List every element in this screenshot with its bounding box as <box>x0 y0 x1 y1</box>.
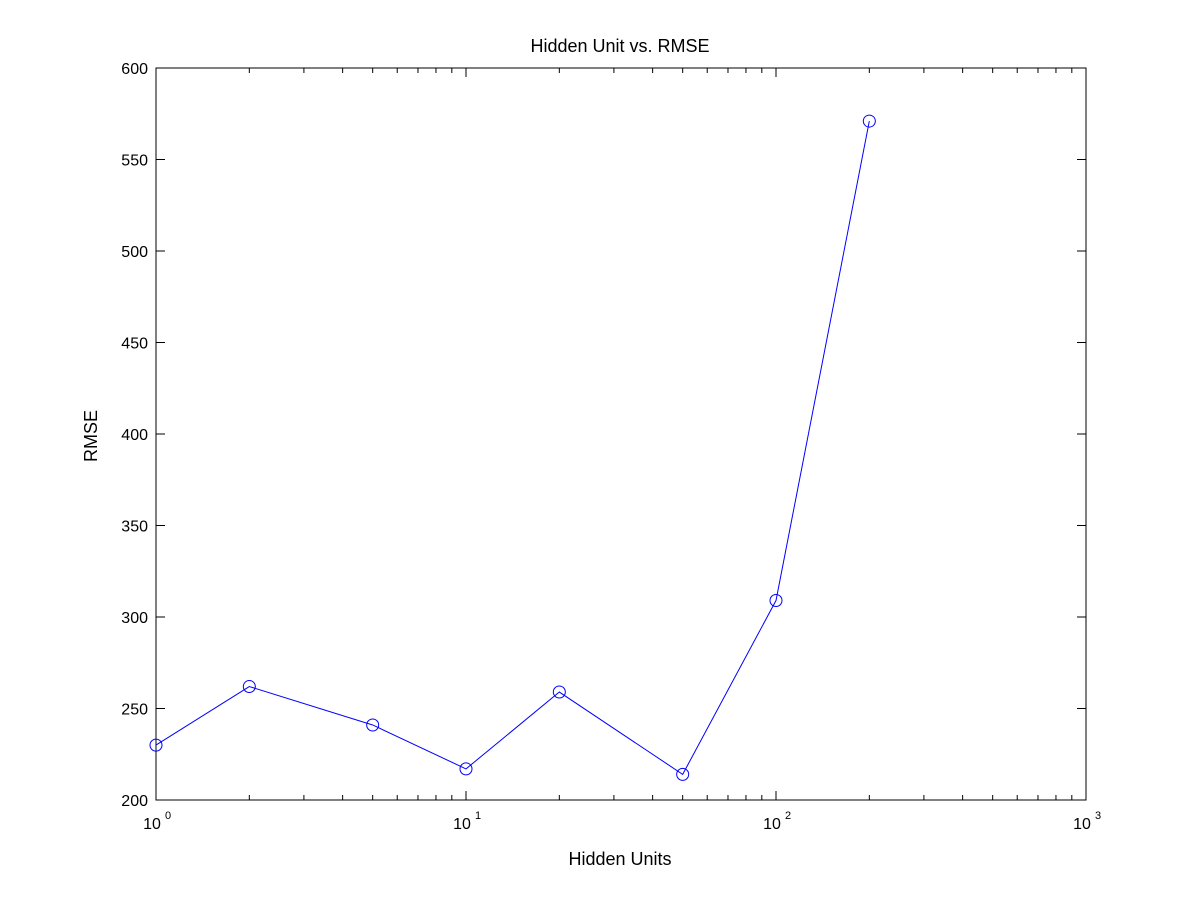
x-tick-exponent: 3 <box>1095 810 1101 822</box>
x-tick-label: 10 <box>453 816 471 833</box>
x-tick-exponent: 0 <box>165 810 171 822</box>
chart-title: Hidden Unit vs. RMSE <box>530 36 709 56</box>
axes: 200 250 300 350 400 450 500 550 600 10 0 10 1 10 2 10 3 <box>121 61 1101 833</box>
x-tick-label: 10 <box>143 816 161 833</box>
series-layer <box>149 114 876 781</box>
plot-frame <box>155 67 1087 801</box>
x-tick-exponent: 2 <box>785 810 791 822</box>
data-point <box>862 114 876 128</box>
y-tick-label: 200 <box>121 793 148 810</box>
y-tick-label: 250 <box>121 702 148 719</box>
y-axis-label: RMSE <box>81 410 101 462</box>
y-tick-label: 400 <box>121 427 148 444</box>
data-point <box>769 594 783 608</box>
data-point <box>366 718 380 732</box>
data-point <box>676 767 690 781</box>
y-tick-label: 350 <box>121 519 148 536</box>
x-tick-exponent: 1 <box>475 810 481 822</box>
y-tick-label: 450 <box>121 336 148 353</box>
y-tick-label: 500 <box>121 244 148 261</box>
data-point <box>149 738 163 752</box>
data-point <box>242 680 256 694</box>
x-tick-label: 10 <box>763 816 781 833</box>
x-tick-label: 10 <box>1073 816 1091 833</box>
y-tick-label: 600 <box>121 61 148 78</box>
data-point <box>459 762 473 776</box>
series-line <box>155 120 870 776</box>
data-point <box>552 685 566 699</box>
y-tick-label: 550 <box>121 153 148 170</box>
x-axis-label: Hidden Units <box>568 849 671 869</box>
y-tick-label: 300 <box>121 610 148 627</box>
